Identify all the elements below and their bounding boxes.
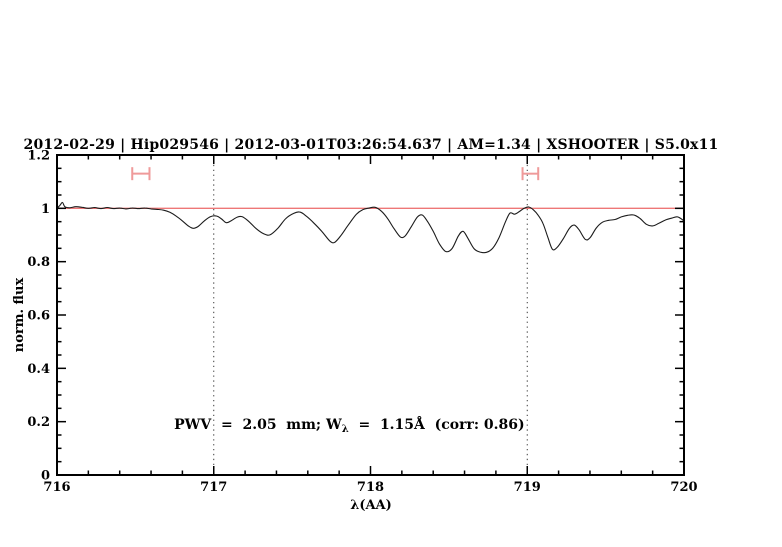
x-tick-label: 716: [43, 480, 70, 495]
y-tick-label: 0.8: [27, 255, 50, 270]
pwv-annotation-prefix: PWV = 2.05 mm; W: [174, 417, 342, 433]
chart-layer: 716 717 718 719 720 0 0.2 0.4 0.6 0.8 1 1.2: [27, 149, 697, 496]
x-tick-label: 717: [200, 480, 227, 495]
x-tick-label: 720: [670, 480, 697, 495]
y-tick-label: 0: [41, 469, 50, 484]
plot-frame: [56, 154, 685, 476]
y-tick-label: 0.6: [27, 309, 50, 324]
y-axis-label: norm. flux: [12, 278, 27, 353]
spectrum-curve: [56, 201, 685, 254]
y-tick-label: 0.2: [27, 415, 50, 430]
pwv-annotation-suffix: = 1.15Å (corr: 0.86): [349, 415, 525, 433]
x-axis-label: λ(AA): [350, 498, 392, 513]
x-tick-label: 718: [357, 480, 384, 495]
y-tick-label: 1.2: [27, 149, 50, 164]
y-tick-label: 0.4: [27, 362, 50, 377]
pwv-annotation: PWV = 2.05 mm; Wλ = 1.15Å (corr: 0.86): [140, 415, 549, 435]
plot-title: 2012-02-29 | Hip029546 | 2012-03-01T03:2…: [24, 137, 719, 153]
x-tick-label: 719: [514, 480, 541, 495]
pwv-annotation-subscript: λ: [342, 424, 349, 435]
y-tick-label: 1: [41, 202, 50, 217]
